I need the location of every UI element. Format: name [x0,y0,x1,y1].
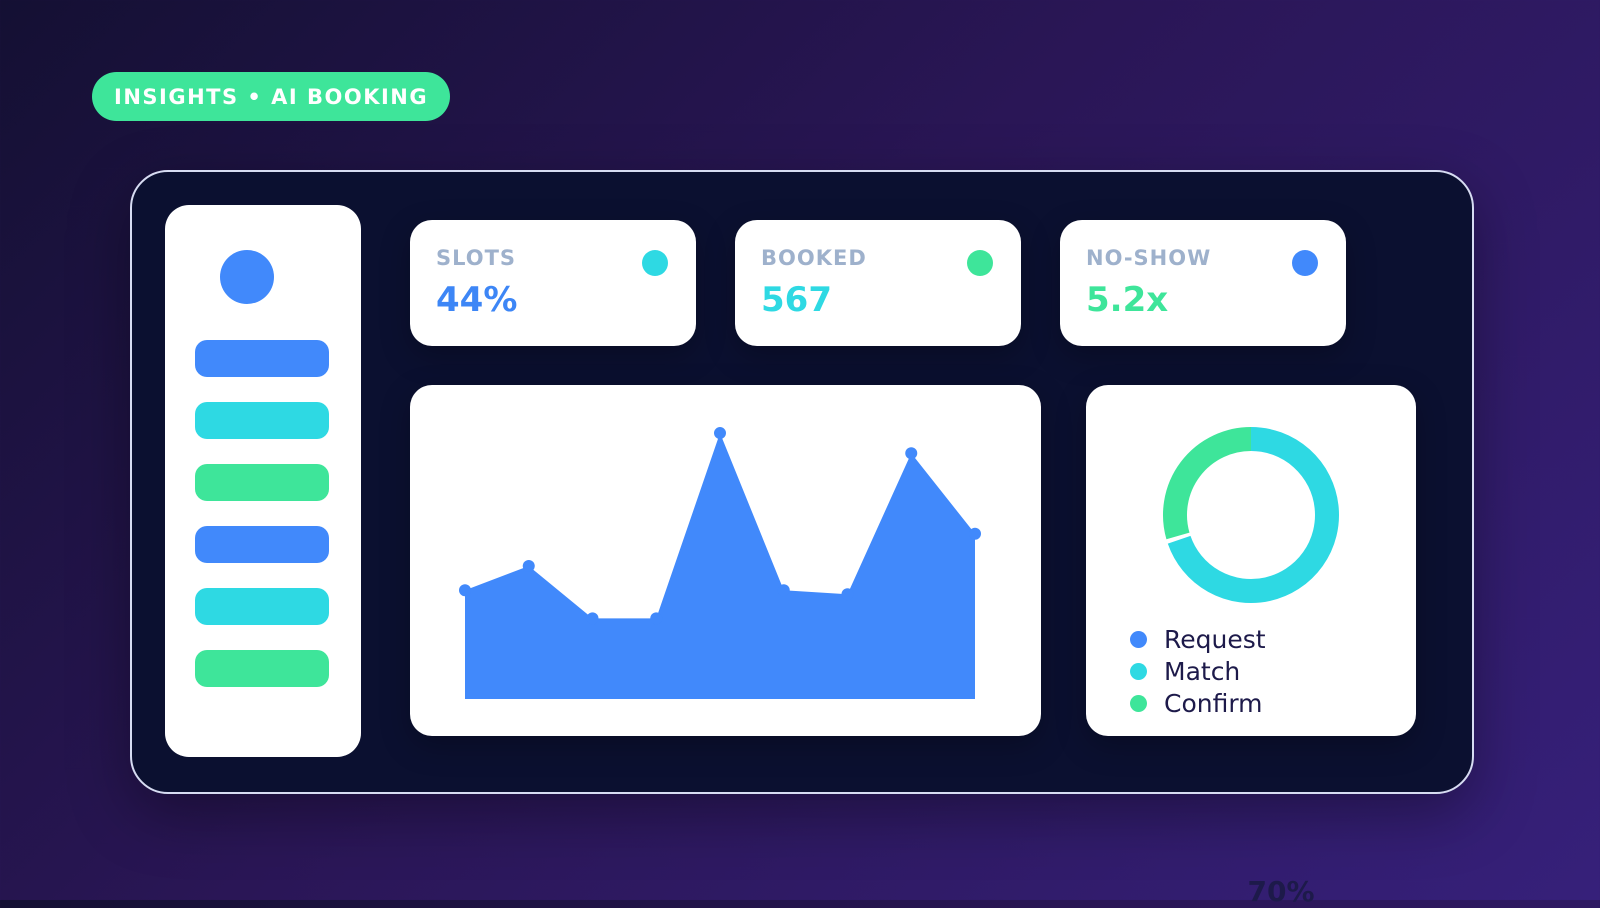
data-point[interactable] [650,612,663,625]
sidebar-item-6[interactable] [195,650,329,687]
stat-card-slots[interactable]: SLOTS 44% [410,220,696,346]
legend-item-match: Match [1130,657,1240,686]
data-point[interactable] [905,447,918,460]
sidebar-item-1[interactable] [195,340,329,377]
section-tag: INSIGHTS • AI BOOKING [92,72,451,121]
stat-label: BOOKED [761,246,867,270]
legend-item-confirm: Confirm [1130,689,1263,718]
stat-card-booked[interactable]: BOOKED 567 [735,220,1021,346]
donut-segment-confirm [1163,427,1252,540]
status-dot [1292,250,1318,276]
area-chart [459,427,981,699]
sidebar [165,205,361,757]
stat-card-no-show[interactable]: NO-SHOW 5.2x [1060,220,1346,346]
donut-chart [1163,427,1339,603]
sidebar-item-4[interactable] [195,526,329,563]
data-point[interactable] [459,584,471,597]
data-point[interactable] [714,427,726,440]
stat-label: SLOTS [436,246,517,270]
stat-value: 567 [761,280,832,320]
area-chart-card [410,385,1041,736]
data-point[interactable] [969,527,981,540]
data-point[interactable] [841,588,854,601]
status-dot [967,250,993,276]
status-dot [642,250,668,276]
stat-label: NO-SHOW [1086,246,1212,270]
legend-label: Match [1164,657,1241,686]
data-point[interactable] [777,584,790,597]
legend-swatch [1130,631,1147,648]
area-series [465,433,975,699]
legend-label: Confirm [1164,689,1263,718]
legend-label: Request [1164,625,1266,654]
avatar[interactable] [220,250,274,304]
sidebar-item-5[interactable] [195,588,329,625]
stat-value: 44% [436,280,518,320]
sidebar-item-3[interactable] [195,464,329,501]
legend-swatch [1130,663,1147,680]
legend-item-request: Request [1130,625,1266,654]
data-point[interactable] [586,612,599,625]
data-point[interactable] [522,560,535,573]
stat-value: 5.2x [1086,280,1169,320]
legend-swatch [1130,695,1147,712]
donut-segment-match [1167,427,1339,603]
donut-percentage: 70% [1247,875,1315,908]
sidebar-item-2[interactable] [195,402,329,439]
